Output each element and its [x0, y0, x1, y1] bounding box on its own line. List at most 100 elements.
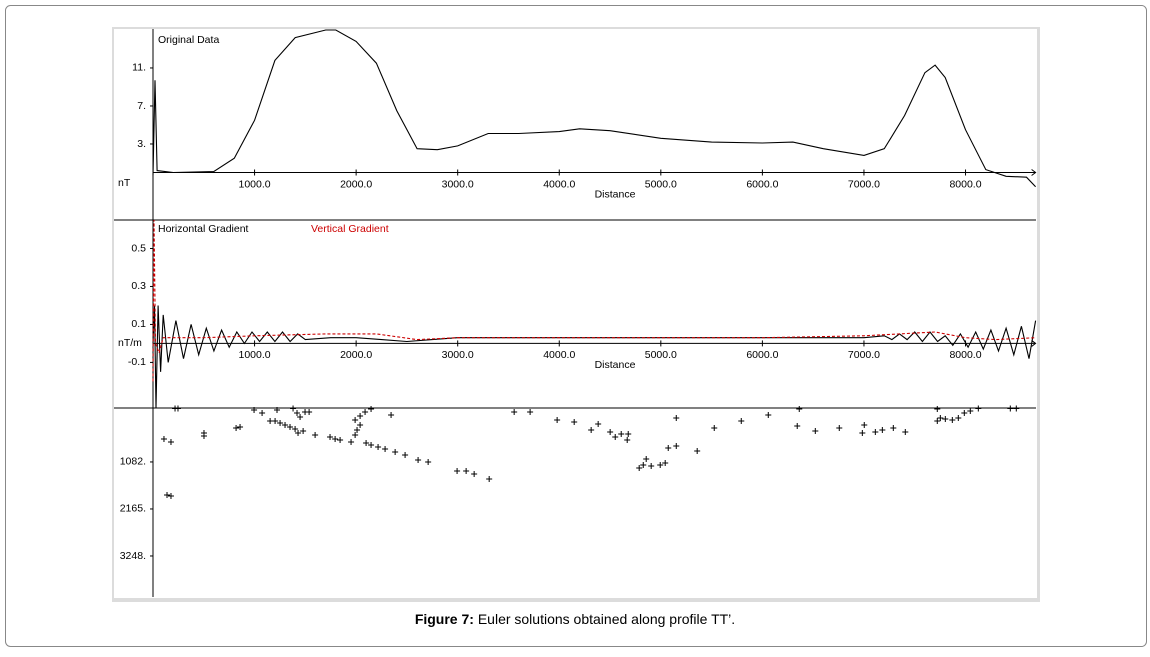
caption-label: Figure 7:: [415, 611, 474, 627]
euler-solution: [300, 428, 307, 435]
euler-solution: [160, 435, 167, 442]
euler-solution: [167, 438, 174, 445]
euler-solution: [662, 459, 669, 466]
y-axis-label: nT/m: [118, 337, 142, 349]
euler-solution: [955, 414, 962, 421]
euler-solution: [164, 491, 171, 498]
x-tick-label: 8000.0: [949, 178, 981, 190]
euler-solution: [290, 405, 297, 412]
plot-area: [114, 29, 1037, 598]
x-tick-label: 7000.0: [848, 178, 880, 190]
euler-solution: [392, 448, 399, 455]
euler-solution: [934, 405, 941, 412]
euler-solution: [357, 421, 364, 428]
euler-solution: [949, 416, 956, 423]
euler-solution: [1007, 405, 1014, 412]
euler-solution: [618, 431, 625, 438]
euler-solution: [486, 476, 493, 483]
data-line: [152, 305, 1037, 409]
euler-solution: [352, 432, 359, 438]
x-axis-label: Distance: [595, 359, 636, 371]
x-tick-label: 4000.0: [543, 178, 575, 190]
euler-solution: [902, 429, 909, 436]
y-tick-label: 3248.: [120, 550, 146, 562]
x-tick-label: 7000.0: [848, 349, 880, 361]
euler-solution: [368, 441, 375, 448]
euler-solution: [200, 432, 207, 439]
x-tick-label: 4000.0: [543, 349, 575, 361]
euler-solution: [332, 435, 339, 442]
euler-solution: [673, 442, 680, 449]
euler-solution: [312, 432, 319, 438]
euler-solution: [640, 461, 647, 468]
euler-solution: [665, 444, 672, 451]
euler-solution: [388, 411, 395, 418]
y-tick-label: 0.5: [131, 242, 146, 254]
euler-solution: [237, 423, 244, 430]
euler-solution: [625, 431, 632, 438]
x-tick-label: 1000.0: [239, 349, 271, 361]
panel-title: Original Data: [158, 34, 219, 46]
legend-label: Vertical Gradient: [311, 223, 389, 235]
y-tick-label: 3.: [137, 138, 146, 150]
euler-solution: [624, 436, 631, 443]
euler-solution: [765, 411, 772, 418]
euler-solution: [277, 419, 284, 426]
euler-solution: [694, 447, 701, 454]
euler-solution: [306, 408, 313, 415]
euler-solution: [836, 425, 843, 432]
euler-solution: [415, 457, 422, 464]
euler-solution: [595, 420, 602, 427]
euler-solution: [454, 467, 461, 474]
euler-solution: [1013, 405, 1020, 412]
legend-label: Horizontal Gradient: [158, 223, 249, 235]
euler-solution: [872, 429, 879, 436]
euler-solution: [352, 416, 359, 423]
euler-solution: [354, 427, 361, 434]
y-tick-label: 7.: [137, 100, 146, 112]
euler-solution: [937, 414, 944, 421]
caption: Figure 7: Euler solutions obtained along…: [415, 611, 735, 627]
euler-solution: [363, 439, 370, 446]
euler-solution: [282, 421, 289, 428]
euler-solution: [612, 433, 619, 440]
euler-solution: [859, 430, 866, 437]
euler-solution: [287, 423, 294, 430]
euler-solution: [967, 407, 974, 414]
euler-solution: [174, 405, 181, 412]
x-tick-label: 1000.0: [239, 178, 271, 190]
euler-solution: [382, 445, 389, 452]
x-tick-label: 5000.0: [645, 178, 677, 190]
euler-solution: [571, 418, 578, 425]
euler-solution: [738, 417, 745, 424]
euler-solution: [975, 405, 982, 412]
data-line: [152, 219, 1036, 382]
x-tick-label: 2000.0: [340, 349, 372, 361]
euler-solution: [337, 436, 344, 443]
euler-solution: [643, 456, 650, 463]
euler-solution: [233, 425, 240, 432]
euler-solution: [861, 421, 868, 428]
euler-solution: [511, 408, 518, 415]
y-tick-label: 2165.: [120, 503, 146, 515]
euler-solution: [294, 409, 301, 416]
euler-solution: [348, 438, 355, 445]
euler-solution: [588, 427, 595, 434]
y-tick-label: 1082.: [120, 456, 146, 468]
euler-solution: [292, 426, 299, 433]
euler-solution: [942, 415, 949, 422]
x-tick-label: 5000.0: [645, 349, 677, 361]
euler-solution: [272, 417, 279, 424]
euler-solution: [657, 461, 664, 468]
euler-solution: [796, 405, 803, 412]
euler-solution: [673, 414, 680, 421]
euler-solution: [711, 425, 718, 432]
x-axis-label: Distance: [595, 188, 636, 200]
euler-solution: [607, 429, 614, 436]
euler-solution: [327, 433, 334, 440]
euler-solution: [425, 459, 432, 465]
euler-solution: [648, 462, 655, 469]
euler-solution: [794, 422, 801, 429]
euler-solution: [167, 492, 174, 499]
